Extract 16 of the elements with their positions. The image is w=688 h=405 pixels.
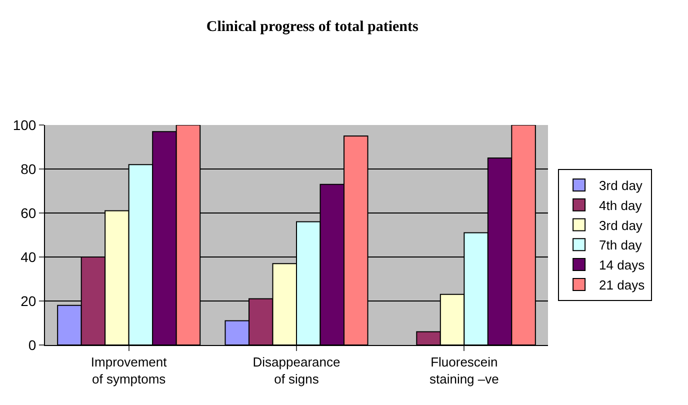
legend-label: 3rd day: [599, 218, 643, 233]
legend-label: 7th day: [599, 238, 642, 253]
y-tick-label: 40: [20, 248, 36, 265]
x-tick-label: Fluorescein staining –ve: [429, 354, 499, 386]
legend-label: 14 days: [599, 258, 646, 273]
x-tick-label: Disappearance of signs: [252, 354, 340, 386]
x-tick-label: Improvement of symptoms: [90, 354, 168, 386]
legend-label: 4th day: [599, 198, 642, 213]
legend-label: 3rd day: [599, 178, 643, 194]
y-tick-label: 0: [28, 336, 36, 353]
y-tick-label: 20: [20, 292, 36, 309]
legend-label: 21 days: [599, 278, 646, 293]
y-tick-label: 60: [20, 204, 36, 221]
y-tick-label: 80: [20, 160, 36, 177]
y-tick-label: 100: [12, 116, 36, 133]
chart-title: Clinical progress of total patients: [206, 18, 419, 35]
